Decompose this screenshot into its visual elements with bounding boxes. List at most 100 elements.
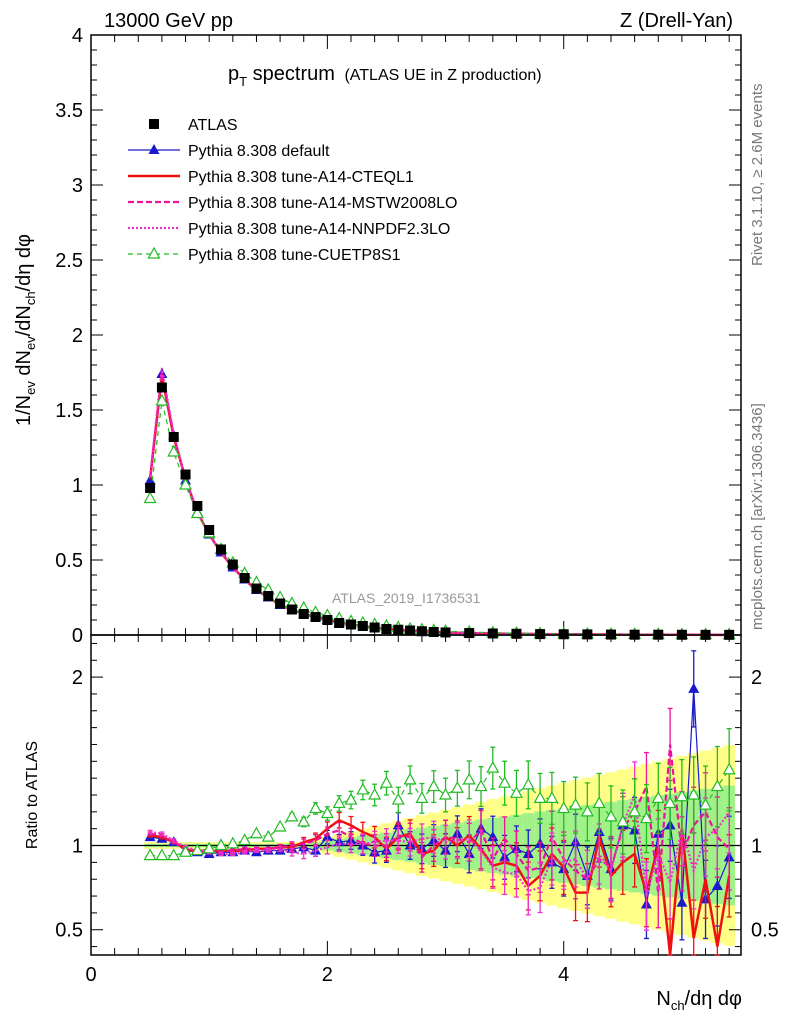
ratio-y-label: Ratio to ATLAS (24, 741, 41, 849)
main-point-data (216, 544, 226, 555)
main-point-data (251, 583, 262, 594)
legend-label: Pythia 8.308 tune-A14-NNPDF2.3LO (188, 221, 450, 238)
ratio-point-cuetp8s1 (391, 792, 405, 805)
main-point-data (511, 628, 522, 639)
main-point-data (428, 627, 439, 637)
ratio-y-tick-label-right: 0.5 (751, 920, 779, 942)
main-point-cuetp8s1 (155, 393, 169, 406)
x-tick-label: 4 (558, 964, 569, 986)
ratio-point-cuetp8s1 (509, 786, 523, 798)
ratio-point-cuetp8s1 (616, 814, 630, 827)
ratio-point-cuetp8s1 (190, 843, 204, 856)
main-y-tick-label: 2 (72, 325, 83, 347)
ratio-point-cuetp8s1 (226, 836, 240, 849)
main-point-data (156, 382, 167, 393)
ratio-point-cuetp8s1 (309, 801, 323, 814)
ratio-point-cuetp8s1 (320, 806, 334, 819)
ratio-point-cuetp8s1 (368, 787, 382, 800)
ratio-point-cuetp8s1 (462, 772, 476, 785)
ratio-point-cuetp8s1 (675, 789, 689, 802)
main-point-data (192, 501, 203, 511)
ratio-point-cuetp8s1 (202, 841, 216, 854)
main-point-data (369, 622, 380, 633)
main-point-cuetp8s1 (143, 491, 157, 504)
ratio-y-tick-label: 2 (72, 667, 83, 689)
main-y-tick-label: 1.5 (55, 400, 83, 422)
ratio-y-tick-label: 0.5 (55, 920, 83, 942)
plot-title-rest: spectrum (247, 63, 335, 85)
ratio-point-cuetp8s1 (710, 779, 724, 792)
legend: ATLAS Pythia 8.308 default Pythia 8.308 tu… (128, 117, 457, 264)
main-point-data (346, 619, 356, 630)
rivet-label: Rivet 3.1.10, ≥ 2.6M events (749, 84, 766, 267)
header-left: 13000 GeV pp (104, 10, 233, 32)
ratio-point-cuetp8s1 (285, 809, 299, 822)
main-point-data (322, 615, 333, 625)
header-right: Z (Drell-Yan) (620, 10, 733, 32)
ratio-point-cuetp8s1 (498, 775, 512, 788)
ratio-point-cuetp8s1 (699, 797, 713, 810)
plot-title-sub: T (239, 74, 247, 89)
main-point-data (310, 612, 321, 622)
ratio-point-cuetp8s1 (580, 804, 594, 817)
legend-marker-data (149, 119, 159, 129)
main-y-tick-label: 0 (72, 625, 83, 647)
main-plot-area: 0 0.5 1 1.5 2 2.5 3 3.5 4 (55, 25, 742, 647)
legend-marker-default (148, 144, 160, 154)
ratio-point-cuetp8s1 (450, 781, 464, 793)
main-y-tick-label: 4 (72, 25, 83, 47)
main-point-data (145, 483, 156, 493)
ratio-point-cuetp8s1 (261, 829, 275, 842)
ratio-point-cuetp8s1 (439, 787, 453, 800)
legend-marker-cuetp8s1 (147, 246, 161, 259)
legend-label: Pythia 8.308 tune-A14-CTEQL1 (188, 169, 414, 186)
ratio-y-tick-label-right: 2 (751, 667, 762, 689)
main-point-data (416, 626, 427, 637)
main-point-data (440, 627, 451, 638)
ratio-point-cuetp8s1 (651, 791, 665, 803)
ratio-point-cuetp8s1 (273, 819, 287, 832)
ratio-point-default (676, 896, 688, 907)
ratio-point-cuetp8s1 (249, 826, 263, 839)
ratio-point-cuetp8s1 (569, 797, 583, 810)
ratio-point-cuetp8s1 (545, 791, 559, 803)
main-y-label: 1/Nev dNev/dNch/dη dφ (13, 234, 38, 426)
main-y-tick-label: 0.5 (55, 550, 83, 572)
main-point-data (168, 432, 179, 442)
ratio-plot-area: 0 2 4 0.5 0.5 1 1 2 2 (55, 634, 779, 986)
x-tick-label: 0 (85, 964, 96, 986)
main-point-data (381, 624, 392, 634)
main-point-data (393, 624, 404, 635)
plot-title: pT spectrum (ATLAS UE in Z production) (228, 63, 542, 89)
ratio-point-cuetp8s1 (486, 760, 500, 773)
main-point-data (204, 525, 215, 535)
analysis-watermark: ATLAS_2019_I1736531 (332, 590, 481, 606)
ratio-point-cuetp8s1 (344, 792, 358, 805)
main-point-data (263, 591, 274, 601)
ratio-point-cuetp8s1 (179, 845, 193, 857)
ratio-point-cuetp8s1 (403, 772, 417, 785)
legend-label: Pythia 8.308 tune-A14-MSTW2008LO (188, 195, 457, 212)
mcplots-label: mcplots.cern.ch [arXiv:1306.3436] (749, 403, 766, 630)
ratio-y-tick-label-right: 1 (751, 836, 762, 858)
ratio-y-tick-label: 1 (72, 836, 83, 858)
ratio-point-cuetp8s1 (474, 779, 488, 792)
main-point-data (487, 628, 498, 639)
main-point-data (239, 573, 250, 583)
ratio-point-cuetp8s1 (155, 848, 169, 861)
ratio-point-cuetp8s1 (604, 809, 618, 822)
main-point-data (180, 469, 191, 480)
ratio-point-cuetp8s1 (297, 814, 311, 827)
ratio-point-cuetp8s1 (521, 777, 535, 790)
main-y-tick-label: 3.5 (55, 100, 83, 122)
main-y-tick-label: 2.5 (55, 250, 83, 272)
ratio-point-cuetp8s1 (238, 833, 252, 846)
ratio-point-cuetp8s1 (687, 787, 701, 800)
main-point-default (144, 474, 156, 485)
legend-label: Pythia 8.308 default (188, 143, 330, 160)
main-point-data (357, 621, 368, 631)
ratio-point-cuetp8s1 (356, 782, 370, 795)
main-y-tick-label: 3 (72, 175, 83, 197)
x-tick-label: 2 (322, 964, 333, 986)
